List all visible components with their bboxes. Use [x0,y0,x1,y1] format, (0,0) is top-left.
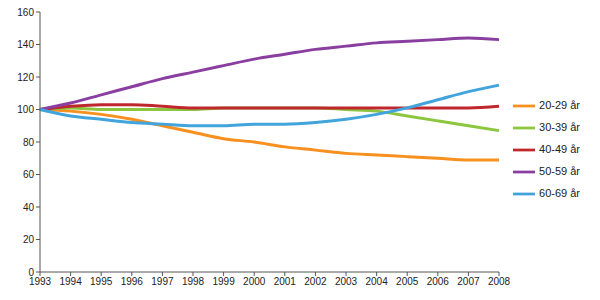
svg-text:2000: 2000 [243,276,266,287]
svg-text:1995: 1995 [90,276,113,287]
svg-text:80: 80 [23,137,35,148]
svg-text:2007: 2007 [457,276,480,287]
svg-text:140: 140 [17,39,34,50]
svg-text:2003: 2003 [335,276,358,287]
svg-text:2002: 2002 [304,276,327,287]
svg-text:1996: 1996 [121,276,144,287]
svg-text:2006: 2006 [427,276,450,287]
svg-text:1994: 1994 [59,276,82,287]
svg-text:1999: 1999 [212,276,235,287]
svg-text:2005: 2005 [396,276,419,287]
html-text:30-39 år: 30-39 år [539,120,580,133]
svg-text:20: 20 [23,234,35,245]
svg-text:160: 160 [17,7,34,18]
svg-text:0: 0 [28,267,34,278]
svg-text:100: 100 [17,104,34,115]
html-text:50-59 år: 50-59 år [539,164,580,177]
html-text:60-69 år: 60-69 år [539,186,580,199]
svg-text:120: 120 [17,72,34,83]
svg-text:2004: 2004 [365,276,388,287]
svg-text:2001: 2001 [274,276,297,287]
html-text:40-49 år: 40-49 år [539,142,580,155]
svg-text:60: 60 [23,169,35,180]
svg-text:2008: 2008 [488,276,511,287]
html-text:20-29 år: 20-29 år [539,98,580,111]
svg-text:40: 40 [23,202,35,213]
svg-text:1997: 1997 [151,276,174,287]
svg-text:1998: 1998 [182,276,205,287]
svg-text:1993: 1993 [29,276,52,287]
